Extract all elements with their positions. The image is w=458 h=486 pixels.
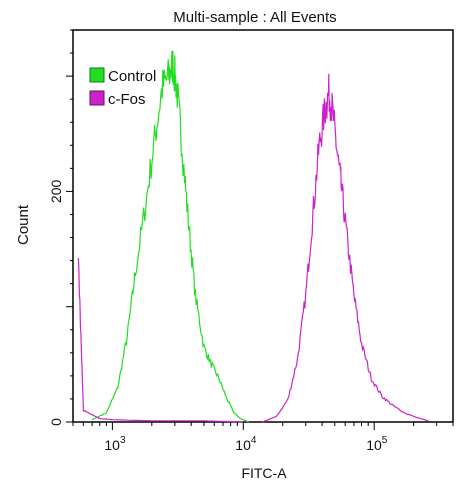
x-tick-label: 105: [366, 435, 388, 453]
plot-frame: [72, 29, 454, 423]
legend-label-control: Control: [108, 68, 156, 85]
legend-label-cfos: c-Fos: [108, 91, 146, 108]
series-line-control-0: [91, 50, 249, 423]
x-axis-label: FITC-A: [241, 465, 287, 481]
y-tick-label: 200: [48, 180, 64, 204]
series-line-c-fos-2: [77, 258, 244, 423]
ticks-layer: 103 104 105 0 200: [48, 29, 454, 453]
series-line-c-fos-1: [262, 73, 429, 423]
y-tick-label: 0: [48, 418, 64, 426]
chart-title: Multi-sample : All Events: [173, 9, 336, 26]
x-tick-label: 103: [104, 435, 126, 453]
series-layer: [77, 50, 429, 423]
legend: Control c-Fos: [89, 67, 156, 108]
y-axis-label: Count: [15, 204, 32, 245]
x-tick-label: 104: [235, 435, 257, 453]
legend-swatch-control: [89, 67, 105, 83]
legend-swatch-cfos: [89, 90, 105, 106]
